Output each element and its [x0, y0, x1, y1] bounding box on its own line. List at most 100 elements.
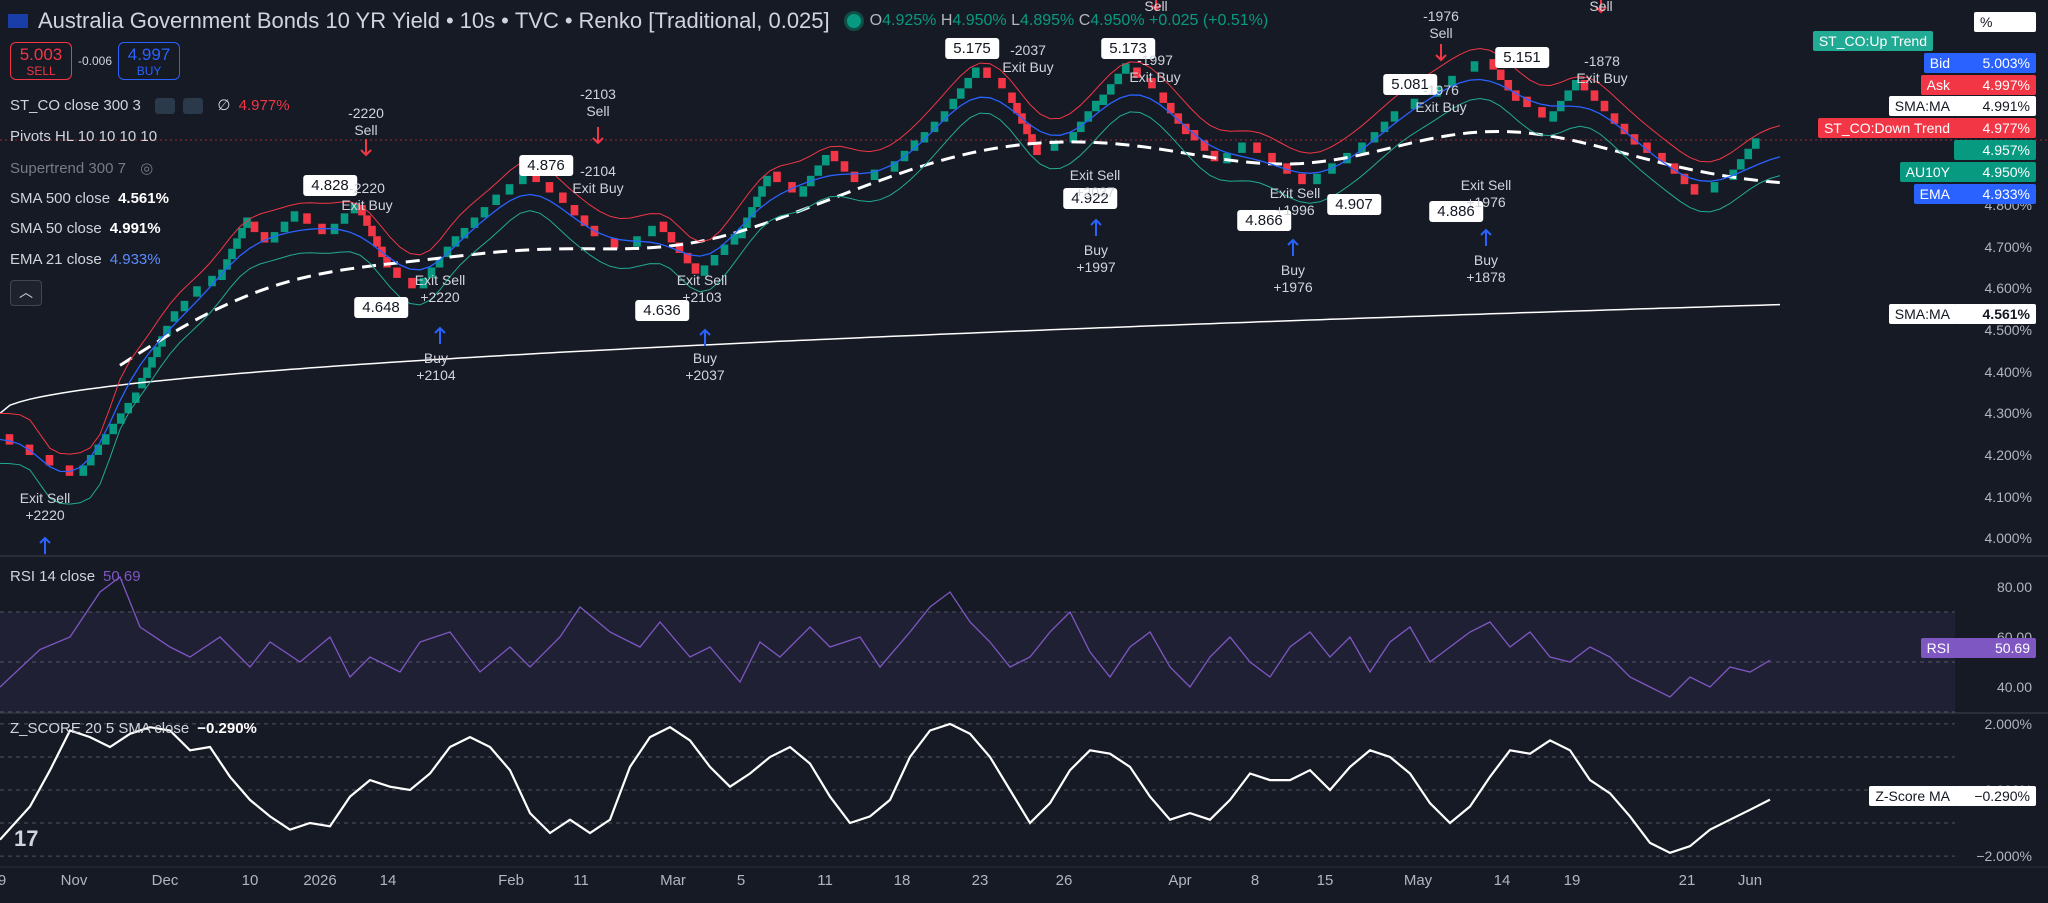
renko-brick [1580, 80, 1589, 91]
x-axis-tick-label: Mar [660, 872, 686, 889]
rsi-tag-value: 50.69 [1954, 638, 2036, 658]
price-tag-label: ST_CO:Up Trend [1812, 31, 1933, 51]
renko-brick [208, 275, 216, 287]
price-tag-value: 5.003% [1954, 53, 2036, 73]
renko-brick [840, 161, 849, 172]
legend-pivots[interactable]: Pivots HL 10 10 10 10 [10, 128, 158, 145]
renko-brick [738, 227, 746, 239]
sma50-line [119, 129, 1781, 367]
renko-brick [1390, 111, 1399, 122]
signal-label: -1976 Exit Buy [1415, 82, 1467, 115]
renko-brick [956, 88, 965, 99]
renko-brick [1106, 84, 1115, 95]
renko-brick [1600, 100, 1609, 112]
renko-brick [1174, 113, 1183, 124]
renko-brick [773, 171, 781, 183]
y-axis-tick-label: 4.000% [1984, 530, 2032, 547]
renko-brick [1433, 86, 1441, 97]
market-status-icon[interactable] [843, 11, 864, 31]
renko-brick [1200, 140, 1209, 151]
renko-brick [748, 207, 756, 218]
signal-arrowhead-icon [1287, 238, 1299, 246]
sma500-tag-value: 4.561% [1954, 304, 2036, 324]
legend-rsi[interactable]: RSI 14 close 50.69 [10, 568, 141, 585]
legend-sma500[interactable]: SMA 500 close 4.561% [10, 190, 169, 207]
renko-brick [920, 132, 929, 143]
renko-brick [1370, 132, 1379, 143]
renko-brick [870, 169, 879, 180]
renko-brick [505, 184, 514, 195]
renko-brick [545, 182, 554, 193]
renko-brick [280, 221, 289, 233]
rsi-axis-tick-label: 80.00 [1996, 579, 2032, 595]
renko-brick [1033, 144, 1041, 155]
legend-supertrend[interactable]: Supertrend 300 7 ◎ [10, 160, 154, 177]
legend-sma50[interactable]: SMA 50 close 4.991% [10, 220, 161, 237]
price-tag-value: 4.977% [1954, 118, 2036, 138]
buy-button[interactable]: 4.997 BUY [118, 42, 181, 80]
renko-brick [850, 171, 859, 183]
signal-label: -2104 Exit Buy [572, 163, 624, 196]
chart-style[interactable]: Renko [Traditional, 0.025] [578, 8, 830, 33]
renko-brick [1670, 163, 1679, 174]
alert-icon[interactable] [155, 98, 176, 115]
zscore-line [0, 722, 1771, 854]
interval[interactable]: 10s [459, 8, 496, 33]
signal-label: Buy +1976 [1273, 262, 1313, 295]
ema21-line [0, 78, 1781, 473]
renko-brick [648, 225, 656, 237]
signal-label: Buy +1878 [1466, 252, 1506, 285]
renko-brick [363, 215, 371, 226]
renko-brick [250, 221, 259, 233]
renko-brick [238, 227, 246, 239]
renko-brick [758, 186, 766, 197]
price-tag-label: AU10Y [1899, 162, 1956, 182]
zscore-tag-value: −0.290% [1954, 786, 2036, 806]
signal-label: -1878 Exit Buy [1576, 53, 1628, 86]
signal-label: Exit Sell +2220 [414, 272, 466, 305]
renko-brick [383, 257, 391, 268]
renko-brick [45, 455, 54, 466]
tradingview-logo[interactable]: 17 [14, 826, 39, 851]
symbol-title[interactable]: Australia Government Bonds 10 YR Yield [38, 8, 440, 33]
renko-brick [1159, 92, 1168, 103]
x-axis-tick-label: 9 [0, 872, 7, 889]
renko-brick [1223, 152, 1231, 164]
spread: -0.006 [78, 54, 113, 68]
signal-label: -2103 Sell [580, 86, 616, 119]
legend-st-co[interactable]: ST_CO close 300 3 ∅ 4.977% [10, 97, 290, 115]
signal-label: Exit Sell +2220 [19, 490, 71, 523]
signal-label: Buy +1997 [1076, 242, 1116, 275]
renko-brick [193, 286, 201, 297]
pivot-label: 5.175 [945, 38, 999, 59]
renko-brick [1008, 92, 1016, 103]
collapse-legend-button[interactable]: ︿ [10, 280, 42, 306]
signal-label: -2220 Sell [348, 105, 384, 138]
signal-arrowhead-icon [360, 149, 372, 157]
signal-label: -2037 Exit Buy [1002, 42, 1054, 75]
renko-brick [1643, 142, 1651, 153]
signal-label: Sell [1144, 0, 1168, 14]
percent-scale-button[interactable]: % [1974, 12, 2036, 32]
renko-brick [303, 213, 311, 224]
renko-brick [419, 277, 428, 289]
x-axis-tick-label: 15 [1316, 872, 1334, 889]
renko-brick [659, 221, 668, 233]
hidden-eye-icon[interactable]: ◎ [140, 160, 154, 177]
pivot-label: 4.648 [354, 297, 408, 318]
settings-icon[interactable] [183, 98, 204, 115]
renko-brick [1564, 90, 1573, 101]
legend-ema21[interactable]: EMA 21 close 4.933% [10, 251, 161, 268]
renko-brick [1523, 96, 1531, 108]
renko-brick [1690, 184, 1699, 195]
renko-brick [1023, 123, 1031, 135]
y-axis-tick-label: 4.400% [1984, 363, 2032, 380]
renko-brick [480, 207, 489, 218]
pivot-label: 4.636 [635, 300, 689, 321]
legend-zscore[interactable]: Z_SCORE 20 5 SMA close −0.290% [10, 720, 257, 737]
sell-button[interactable]: 5.003 SELL [10, 42, 72, 80]
x-axis-tick-label: 10 [241, 872, 259, 889]
renko-brick [79, 465, 88, 476]
renko-brick [580, 215, 589, 226]
